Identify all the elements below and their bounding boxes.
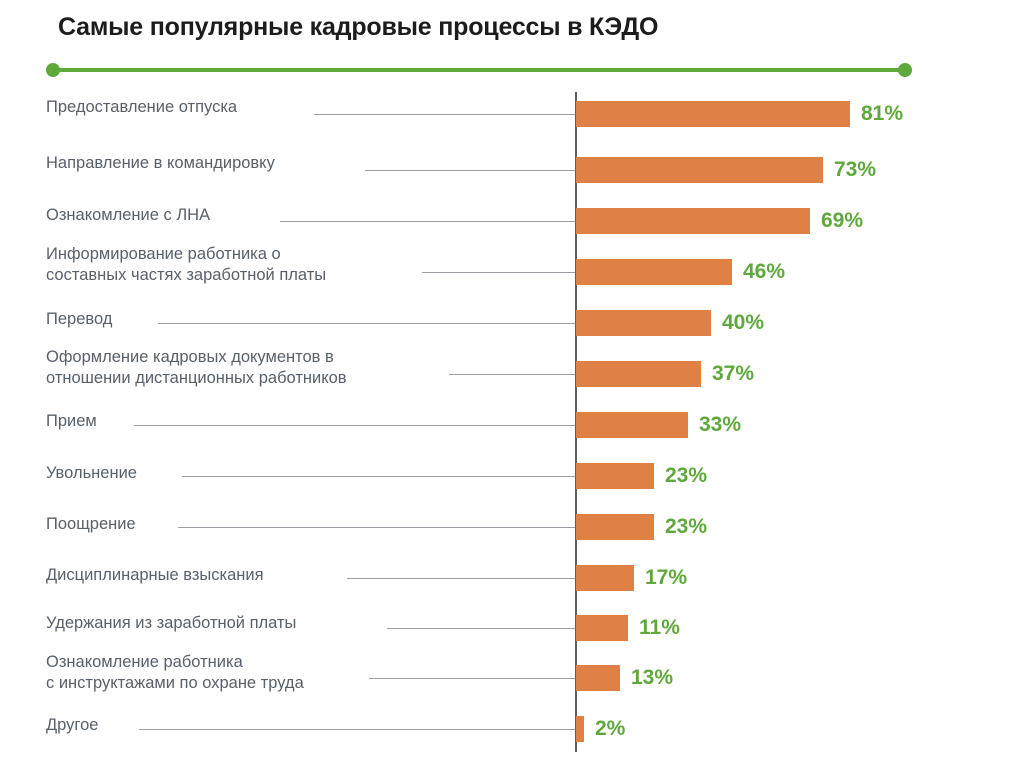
leader-line — [314, 114, 575, 115]
bar-value-label: 13% — [631, 666, 674, 689]
bar-value-label: 23% — [665, 515, 708, 538]
leader-line — [347, 578, 575, 579]
bar-value-label: 81% — [861, 102, 904, 125]
category-label: Увольнение — [46, 464, 137, 482]
bar-value-label: 69% — [821, 209, 864, 232]
category-label: Поощрение — [46, 515, 136, 533]
bar — [576, 716, 584, 742]
leader-line — [139, 729, 575, 730]
bar — [576, 565, 634, 591]
leader-line — [369, 678, 575, 679]
bar-value-label: 11% — [639, 616, 680, 639]
category-label: Оформление кадровых документов в отношен… — [46, 348, 347, 387]
page-title: Самые популярные кадровые процессы в КЭД… — [58, 13, 659, 41]
bar — [576, 665, 620, 691]
category-label: Направление в командировку — [46, 154, 275, 172]
bar — [576, 463, 654, 489]
bar-value-label: 33% — [699, 413, 742, 436]
category-label: Информирование работника о составных час… — [46, 245, 327, 284]
bar-value-label: 17% — [645, 566, 688, 589]
bar-value-label: 23% — [665, 464, 708, 487]
bar-value-label: 40% — [722, 311, 765, 334]
category-label: Предоставление отпуска — [46, 98, 238, 116]
category-label: Ознакомление работника с инструктажами п… — [46, 653, 304, 692]
divider-line — [52, 68, 906, 72]
leader-line — [449, 374, 575, 375]
category-label: Удержания из заработной платы — [46, 614, 297, 632]
divider-dot-right-icon — [898, 63, 912, 77]
bar-value-label: 46% — [743, 260, 786, 283]
bar — [576, 310, 711, 336]
leader-line — [182, 476, 575, 477]
bar — [576, 259, 732, 285]
leader-line — [387, 628, 575, 629]
leader-line — [158, 323, 575, 324]
category-label: Ознакомление с ЛНА — [46, 206, 211, 224]
leader-line — [422, 272, 575, 273]
bar — [576, 361, 701, 387]
category-label: Прием — [46, 412, 97, 430]
bar — [576, 412, 688, 438]
bar-value-label: 73% — [834, 158, 877, 181]
bar — [576, 101, 850, 127]
green-divider-rule — [46, 63, 912, 77]
bar — [576, 157, 823, 183]
bar — [576, 208, 810, 234]
bar-value-label: 2% — [595, 717, 626, 740]
category-label: Перевод — [46, 310, 113, 328]
leader-line — [178, 527, 575, 528]
leader-line — [134, 425, 575, 426]
bar-value-label: 37% — [712, 362, 755, 385]
bar — [576, 514, 654, 540]
category-label: Дисциплинарные взыскания — [46, 566, 264, 584]
bar — [576, 615, 628, 641]
leader-line — [365, 170, 575, 171]
leader-line — [280, 221, 575, 222]
category-label: Другое — [46, 716, 99, 734]
